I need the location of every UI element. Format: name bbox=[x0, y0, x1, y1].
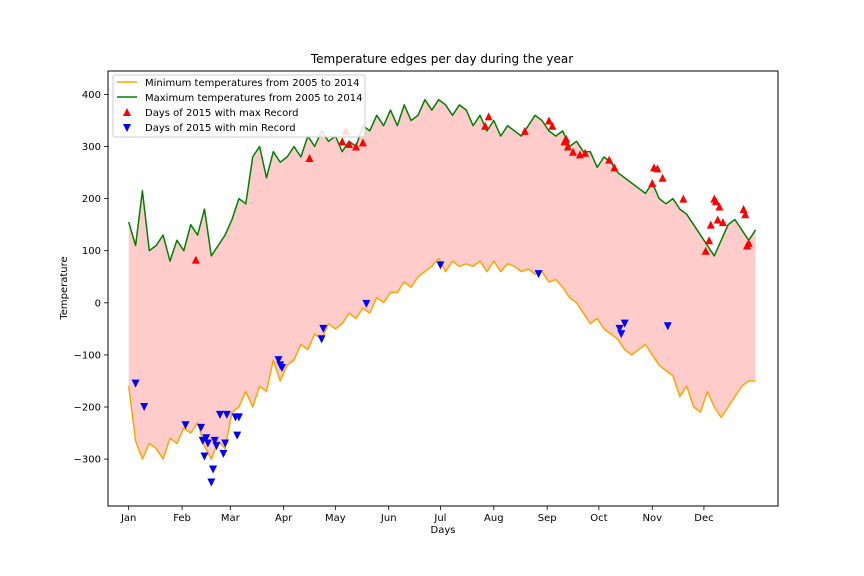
x-tick-label: Nov bbox=[643, 513, 663, 524]
x-tick-label: Mar bbox=[221, 513, 241, 524]
max-record-marker bbox=[718, 218, 727, 227]
legend-label-max-line: Maximum temperatures from 2005 to 2014 bbox=[145, 93, 362, 104]
legend-swatch-min-record bbox=[123, 124, 131, 132]
min-record-marker bbox=[222, 410, 231, 419]
max-record-marker bbox=[569, 147, 578, 156]
min-record-marker bbox=[181, 421, 190, 430]
max-record-marker bbox=[610, 163, 619, 172]
min-record-marker bbox=[207, 478, 216, 487]
max-record-marker bbox=[563, 142, 572, 151]
min-record-marker bbox=[436, 261, 445, 270]
legend-swatch-max-record bbox=[123, 108, 131, 116]
max-record-marker bbox=[701, 246, 710, 255]
max-record-marker bbox=[481, 121, 490, 130]
x-tick-label: Feb bbox=[173, 513, 191, 524]
max-record-marker bbox=[648, 179, 657, 188]
max-record-marker bbox=[706, 220, 715, 229]
min-record-marker bbox=[233, 431, 242, 440]
x-tick-label: May bbox=[325, 513, 346, 524]
y-tick-label: −100 bbox=[74, 350, 101, 361]
max-record-marker bbox=[345, 139, 354, 148]
max-record-marker bbox=[544, 116, 553, 125]
x-tick-label: Apr bbox=[275, 513, 293, 524]
min-record-marker bbox=[203, 439, 212, 448]
plot-frame bbox=[107, 70, 779, 507]
min-record-marker bbox=[362, 299, 371, 308]
x-tick-label: Oct bbox=[590, 513, 607, 524]
y-tick-label: 400 bbox=[82, 90, 101, 101]
y-tick-label: −200 bbox=[74, 403, 101, 414]
max-record-marker bbox=[520, 126, 529, 135]
min-record-marker bbox=[209, 465, 218, 474]
y-tick-label: 100 bbox=[82, 246, 101, 257]
max-record-marker bbox=[705, 236, 714, 245]
min-record-marker bbox=[319, 324, 328, 333]
min-record-marker bbox=[234, 413, 243, 422]
x-tick-label: Aug bbox=[484, 513, 504, 524]
max-record-marker bbox=[744, 238, 753, 247]
min-record-marker bbox=[212, 442, 221, 451]
legend: Minimum temperatures from 2005 to 2014 M… bbox=[112, 74, 366, 138]
y-axis: −300 −200 −100 0 100 200 300 400 bbox=[74, 90, 108, 466]
x-tick-label: Dec bbox=[694, 513, 713, 524]
max-record-marker bbox=[605, 155, 614, 164]
max-record-marker bbox=[581, 148, 590, 157]
max-record-marker bbox=[548, 121, 557, 130]
max-record-marker bbox=[713, 215, 722, 224]
legend-label-min-record: Days of 2015 with min Record bbox=[145, 123, 296, 134]
min-record-marker bbox=[197, 423, 206, 432]
y-tick-label: 0 bbox=[95, 298, 101, 309]
min-record-marker bbox=[317, 335, 326, 344]
min-record-marker bbox=[221, 439, 230, 448]
max-record-marker bbox=[562, 134, 571, 143]
max-record-marker bbox=[305, 154, 314, 162]
x-tick-label: Sep bbox=[538, 513, 557, 524]
min-record-marker bbox=[617, 330, 626, 339]
min-record-marker bbox=[620, 319, 629, 328]
y-tick-label: −300 bbox=[74, 455, 101, 466]
x-axis-label: Days bbox=[431, 525, 456, 536]
range-fill-area bbox=[128, 99, 756, 460]
y-axis-label: Temperature bbox=[59, 256, 70, 320]
min-record-marker bbox=[277, 363, 286, 372]
max-record-marker bbox=[739, 205, 748, 214]
min-record-marker bbox=[200, 452, 209, 461]
chart-title: Temperature edges per day during the yea… bbox=[310, 52, 573, 66]
y-tick-label: 200 bbox=[82, 194, 101, 205]
x-tick-label: Jun bbox=[380, 513, 397, 524]
max-record-marker bbox=[352, 142, 361, 151]
min-record-marker bbox=[140, 403, 149, 412]
legend-label-min-line: Minimum temperatures from 2005 to 2014 bbox=[145, 78, 360, 89]
max-record-marker bbox=[711, 197, 720, 206]
min-record-marker bbox=[274, 356, 283, 365]
max-record-marker bbox=[715, 202, 724, 211]
max-record-marker bbox=[653, 164, 662, 173]
max-record-marker bbox=[679, 194, 688, 203]
x-tick-label: Jan bbox=[120, 513, 136, 524]
max-record-marker bbox=[338, 137, 347, 146]
min-record-marker bbox=[615, 324, 624, 333]
min-record-marker bbox=[202, 434, 211, 443]
max-record-marker bbox=[358, 138, 367, 147]
min-record-marker bbox=[210, 436, 219, 445]
min-record-marker bbox=[131, 379, 140, 388]
legend-label-max-record: Days of 2015 with max Record bbox=[145, 108, 299, 119]
min-record-marker bbox=[215, 410, 224, 419]
x-tick-label: Jul bbox=[433, 513, 446, 524]
y-tick-label: 300 bbox=[82, 142, 101, 153]
min-record-marker bbox=[534, 270, 543, 279]
max-record-marker bbox=[658, 173, 667, 182]
max-record-marker bbox=[484, 112, 493, 121]
max-record-marker bbox=[191, 255, 200, 264]
x-axis: Jan Feb Mar Apr May Jun Jul Aug Sep Oct Nov Dec bbox=[120, 506, 714, 524]
legend-box bbox=[112, 74, 366, 138]
min-record-marker bbox=[219, 449, 228, 458]
min-record-marker bbox=[663, 322, 672, 331]
max-record-marker bbox=[741, 210, 750, 219]
